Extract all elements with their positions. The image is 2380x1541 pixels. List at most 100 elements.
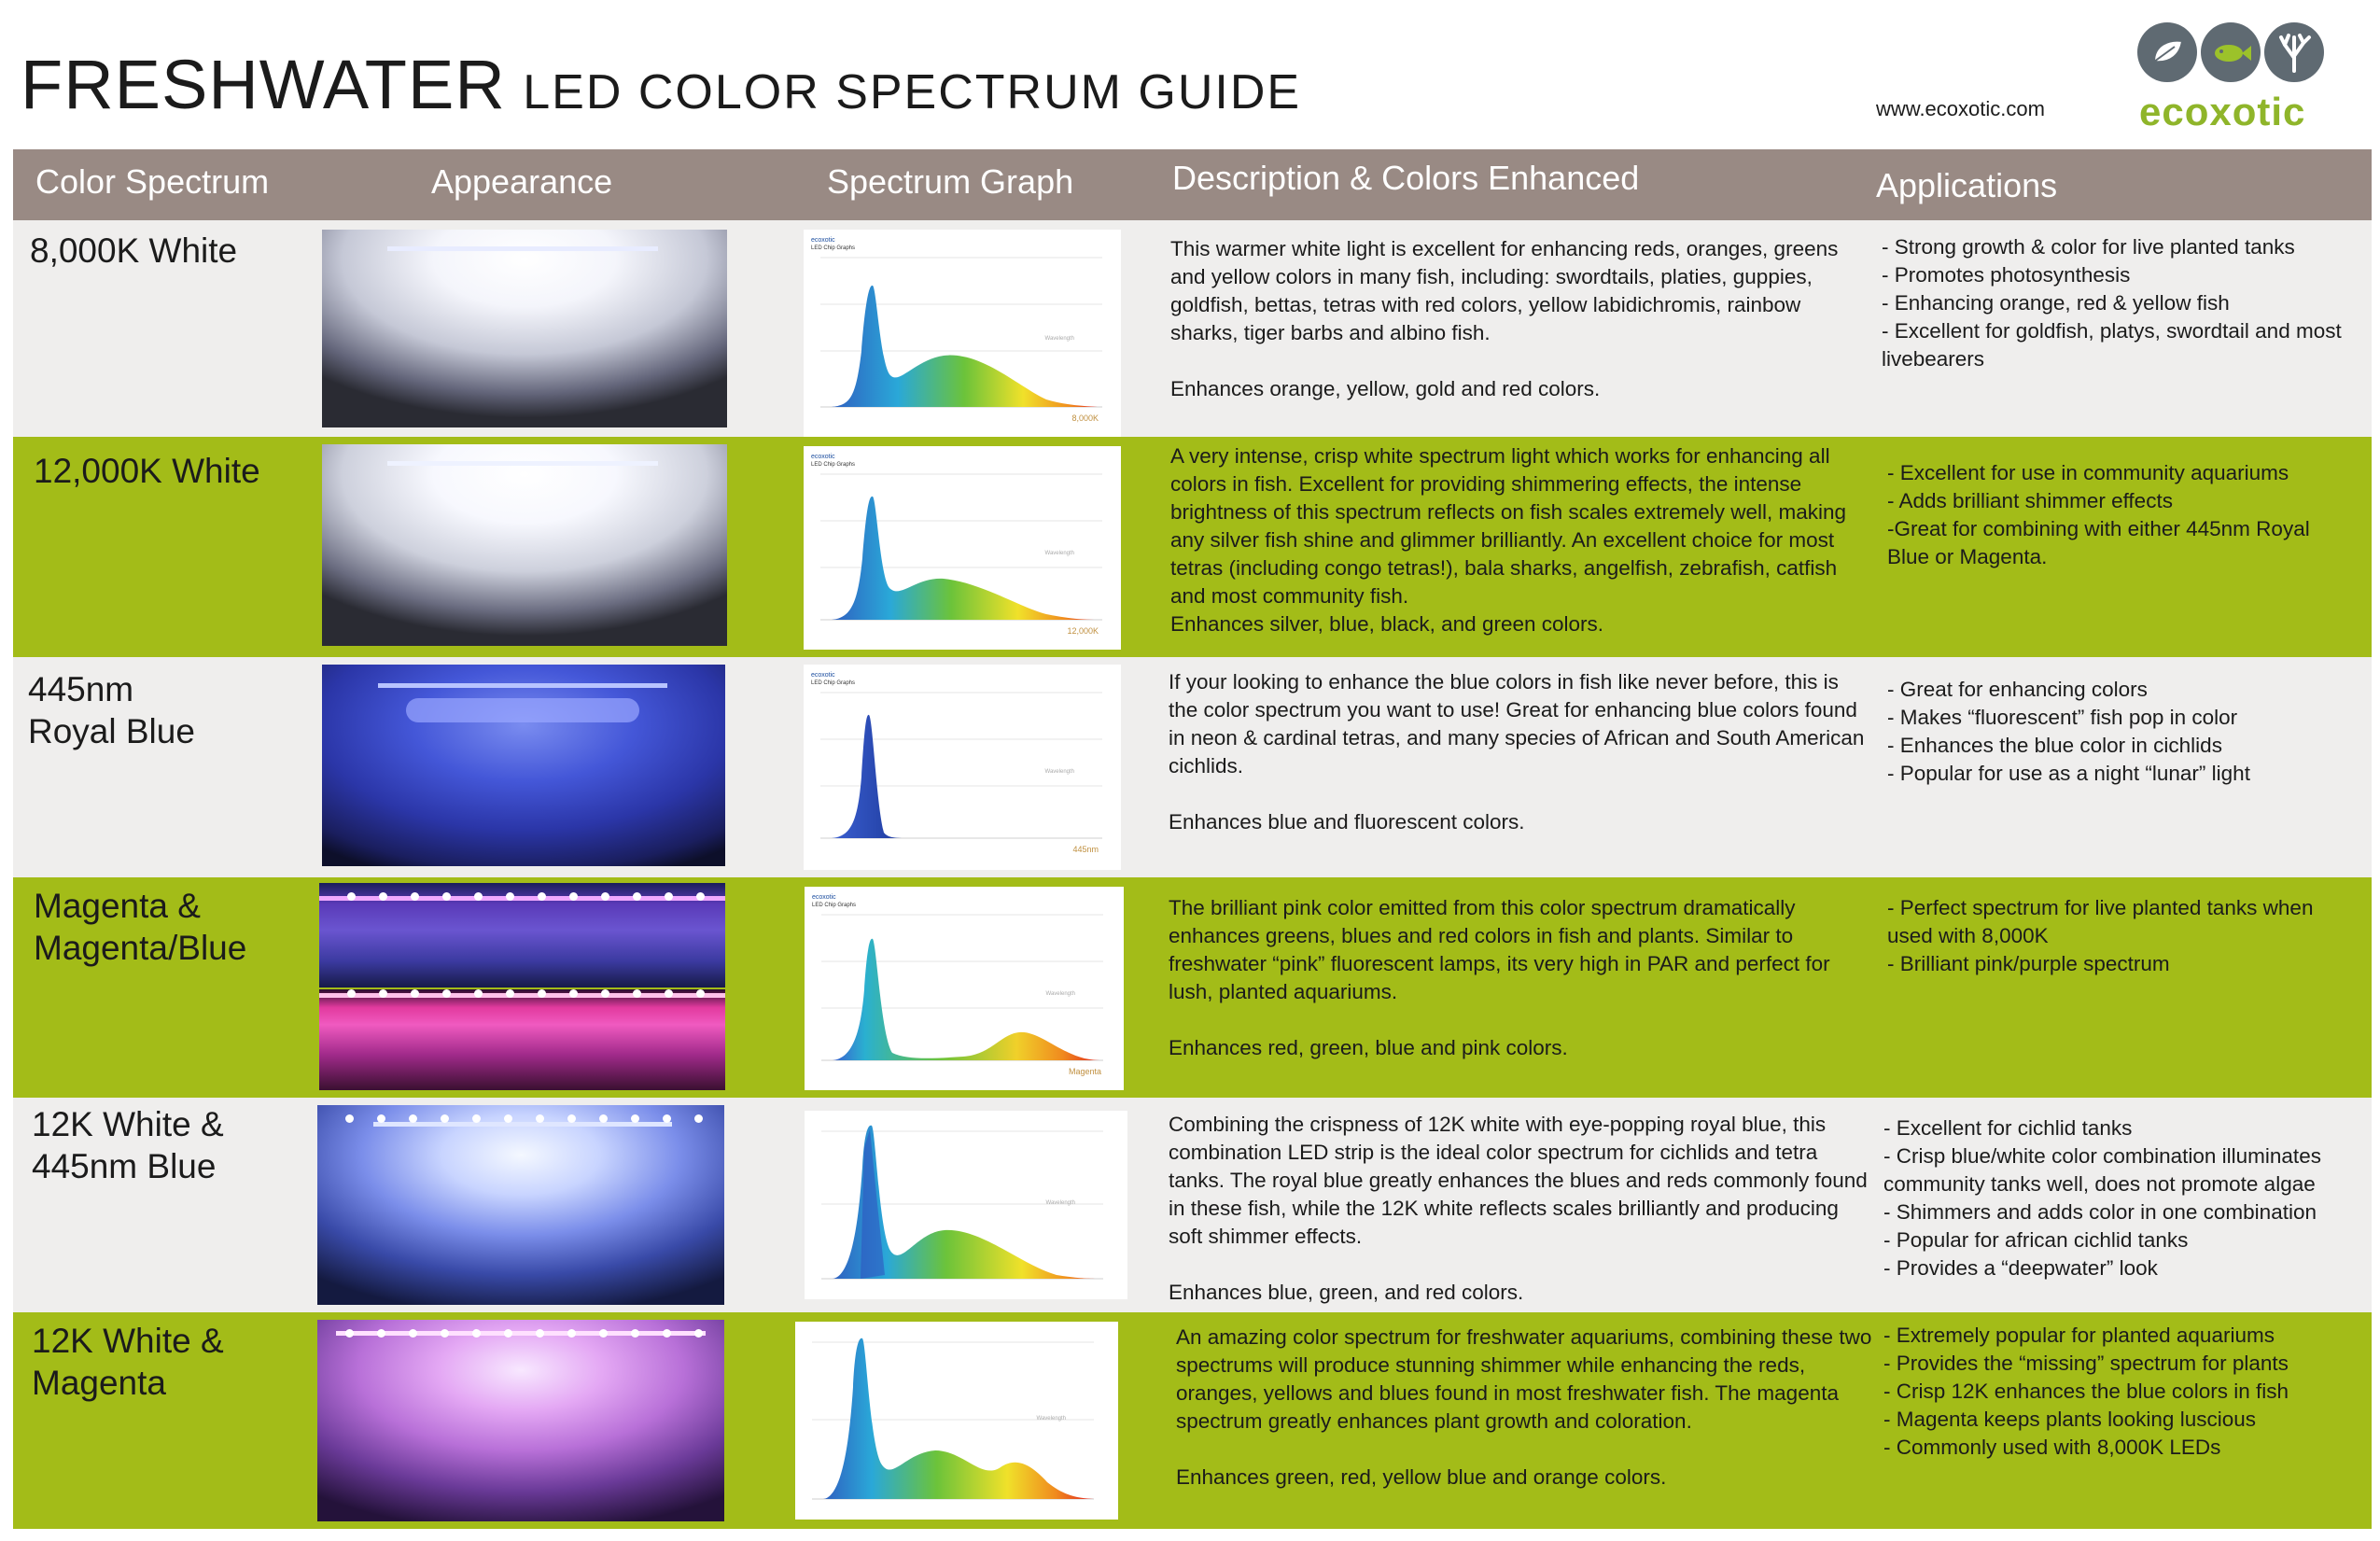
graph-heading: LED Chip Graphs xyxy=(811,245,855,251)
page-title: FRESHWATER LED COLOR SPECTRUM GUIDE xyxy=(21,45,1301,124)
led-dot xyxy=(409,1114,417,1123)
led-strip xyxy=(319,896,725,901)
led-strip xyxy=(387,461,658,466)
appearance-photo-magenta-blue xyxy=(319,883,725,988)
led-dot xyxy=(694,1329,703,1338)
led-dot xyxy=(377,1114,385,1123)
graph-brand: ecoxotic xyxy=(811,672,835,679)
led-dot xyxy=(631,1114,639,1123)
col-color-spectrum: Color Spectrum xyxy=(35,162,270,201)
description-text: This warmer white light is excellent for… xyxy=(1170,237,1839,344)
graph-wavelength: Wavelength xyxy=(1045,769,1074,775)
application-item: - Crisp blue/white color combination ill… xyxy=(1883,1144,2321,1196)
table-row: 445nm Royal Blue ecoxotic LED Chip Graph… xyxy=(13,657,2372,877)
application-item: - Popular for african cichlid tanks xyxy=(1883,1228,2189,1252)
table-row: 12,000K White ecoxotic LED Chip Graphs W… xyxy=(13,437,2372,657)
table-row: Magenta & Magenta/Blue ecoxotic LED Chip… xyxy=(13,877,2372,1098)
graph-label: Magenta xyxy=(1069,1067,1101,1076)
graph-brand: ecoxotic xyxy=(811,237,835,244)
application-item: - Crisp 12K enhances the blue colors in … xyxy=(1883,1380,2289,1403)
application-item: - Commonly used with 8,000K LEDs xyxy=(1883,1436,2221,1459)
title-sub: LED COLOR SPECTRUM GUIDE xyxy=(523,65,1302,119)
col-spectrum-graph: Spectrum Graph xyxy=(827,162,1074,201)
graph-wavelength: Wavelength xyxy=(1046,991,1075,997)
led-strip xyxy=(378,683,667,688)
spectrum-graph: ecoxotic LED Chip Graphs Wavelength 12,0… xyxy=(804,446,1121,650)
spectrum-name: 445nm Royal Blue xyxy=(28,670,195,750)
led-dot xyxy=(441,1114,449,1123)
graph-wavelength: Wavelength xyxy=(1045,336,1074,342)
led-dot xyxy=(536,1329,544,1338)
led-dot xyxy=(441,1329,449,1338)
description-text: Combining the crispness of 12K white wit… xyxy=(1169,1113,1868,1248)
applications: - Excellent for use in community aquariu… xyxy=(1887,459,2354,571)
led-dot xyxy=(599,1329,608,1338)
fish-icon xyxy=(2201,22,2261,82)
led-dot xyxy=(694,1114,703,1123)
application-item: - Strong growth & color for live planted… xyxy=(1882,235,2295,259)
coral-icon xyxy=(2264,22,2324,82)
led-dot xyxy=(345,1114,354,1123)
led-dot xyxy=(411,892,419,901)
led-dot xyxy=(504,1114,512,1123)
application-item: - Brilliant pink/purple spectrum xyxy=(1887,952,2170,975)
graph-label: 12,000K xyxy=(1067,626,1099,636)
led-dot xyxy=(474,989,483,998)
led-dot xyxy=(538,989,546,998)
led-dot xyxy=(442,989,451,998)
led-dot xyxy=(696,989,705,998)
graph-heading: LED Chip Graphs xyxy=(812,903,856,908)
graph-label: 445nm xyxy=(1072,845,1099,854)
graph-heading: LED Chip Graphs xyxy=(811,680,855,686)
table-header: Color Spectrum Appearance Spectrum Graph… xyxy=(13,149,2372,220)
led-dot xyxy=(633,989,641,998)
led-dot xyxy=(665,892,673,901)
applications: - Perfect spectrum for live planted tank… xyxy=(1887,894,2354,978)
enhances-text: Enhances blue, green, and red colors. xyxy=(1169,1281,1524,1304)
col-applications: Applications xyxy=(1876,166,2058,204)
application-item: - Excellent for goldfish, platys, swordt… xyxy=(1882,319,2342,371)
appearance-photo xyxy=(317,1320,724,1521)
application-item: - Popular for use as a night “lunar” lig… xyxy=(1887,762,2250,785)
application-item: - Excellent for cichlid tanks xyxy=(1883,1116,2133,1140)
appearance-photo-magenta xyxy=(319,989,725,1090)
application-item: - Great for enhancing colors xyxy=(1887,678,2148,701)
led-dot xyxy=(663,1114,671,1123)
led-dot xyxy=(601,892,609,901)
col-appearance: Appearance xyxy=(431,162,613,201)
enhances-text: Enhances silver, blue, black, and green … xyxy=(1170,612,1604,636)
website-url[interactable]: www.ecoxotic.com xyxy=(1876,97,2045,120)
application-item: - Promotes photosynthesis xyxy=(1882,263,2131,287)
led-dot xyxy=(377,1329,385,1338)
appearance-photo xyxy=(322,444,727,646)
spectrum-name: 12,000K White xyxy=(34,452,260,490)
led-dot xyxy=(347,892,356,901)
led-dot xyxy=(569,989,578,998)
table-row: 12K White & Magenta Wavelength An amazin… xyxy=(13,1312,2372,1529)
table-row: 8,000K White ecoxotic LED Chip Graphs Wa… xyxy=(13,220,2372,437)
led-dot xyxy=(379,892,387,901)
led-dot xyxy=(601,989,609,998)
enhances-text: Enhances red, green, blue and pink color… xyxy=(1169,1036,1568,1059)
led-strip xyxy=(373,1122,672,1127)
application-item: - Enhancing orange, red & yellow fish xyxy=(1882,291,2230,315)
led-dot xyxy=(504,1329,512,1338)
spectrum-name: 12K White & Magenta xyxy=(32,1322,224,1402)
led-dot xyxy=(665,989,673,998)
applications: - Strong growth & color for live planted… xyxy=(1882,233,2367,373)
description: An amazing color spectrum for freshwater… xyxy=(1176,1324,1876,1492)
led-dot xyxy=(409,1329,417,1338)
led-dot xyxy=(696,892,705,901)
spectrum-name: 12K White & 445nm Blue xyxy=(32,1105,224,1185)
application-item: - Makes “fluorescent” fish pop in color xyxy=(1887,706,2238,729)
description: Combining the crispness of 12K white wit… xyxy=(1169,1111,1869,1307)
led-dot xyxy=(347,989,356,998)
led-dot xyxy=(567,1114,576,1123)
enhances-text: Enhances green, red, yellow blue and ora… xyxy=(1176,1465,1667,1489)
enhances-text: Enhances orange, yellow, gold and red co… xyxy=(1170,377,1601,400)
led-dot xyxy=(567,1329,576,1338)
application-item: -Great for combining with either 445nm R… xyxy=(1887,517,2310,568)
spectrum-graph: ecoxotic LED Chip Graphs Wavelength 8,00… xyxy=(804,230,1121,437)
graph-wavelength: Wavelength xyxy=(1046,1200,1075,1206)
led-strip xyxy=(336,1331,706,1336)
